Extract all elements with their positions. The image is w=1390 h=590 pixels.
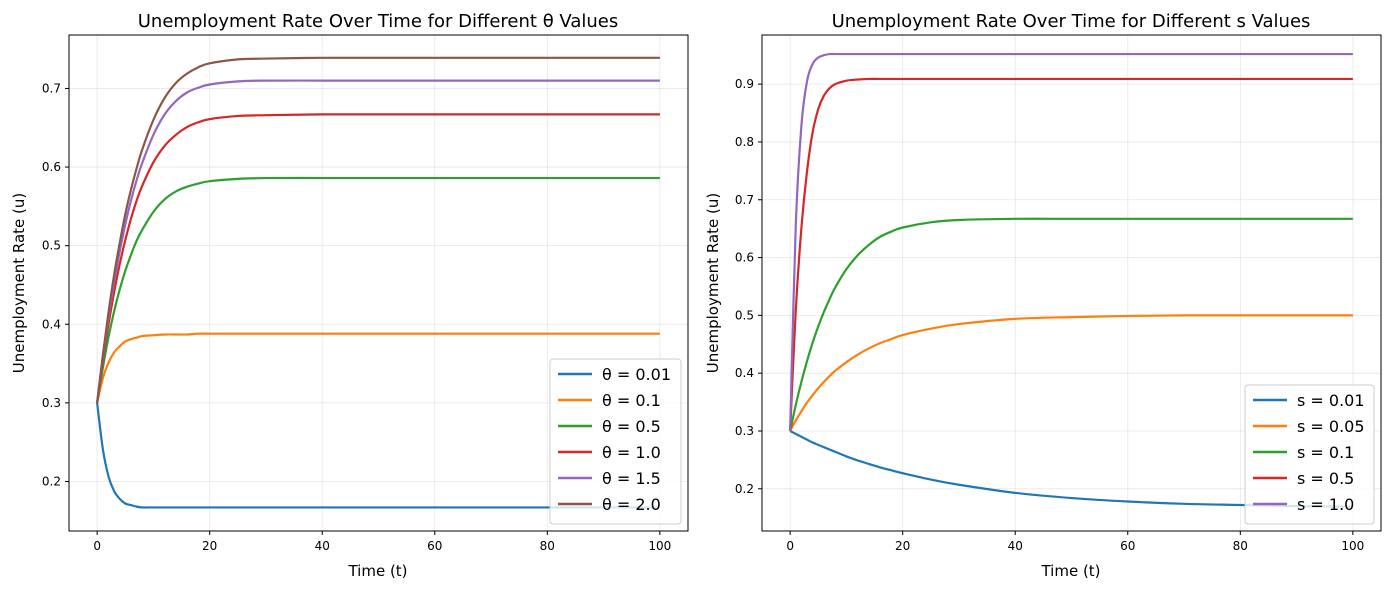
chart-theta: 0 20 40 60 80 100 0.2 0.3 0.4 0.5 0.6 0.7 Unemploy… — [10, 11, 689, 580]
y-tick-label: 0.7 — [735, 193, 754, 207]
series-line-theta-0 — [96, 402, 660, 509]
series-line-s-2 — [789, 217, 1353, 432]
legend-label: s = 0.01 — [1297, 391, 1365, 410]
legend-label: s = 0.5 — [1297, 469, 1354, 488]
x-axis-label-s: Time (t) — [1040, 562, 1100, 580]
chart-title-s: Unemployment Rate Over Time for Differen… — [832, 11, 1311, 32]
series-line-s-3 — [789, 77, 1353, 432]
legend-label: s = 1.0 — [1297, 495, 1354, 514]
series-line-theta-5 — [96, 56, 660, 403]
x-axis-label-theta: Time (t) — [347, 562, 407, 580]
y-tick-label: 0.2 — [42, 474, 61, 488]
series-line-s-1 — [789, 314, 1353, 432]
plot-frame-s — [761, 34, 1382, 532]
y-axis-label-s: Unemployment Rate (u) — [704, 193, 722, 373]
x-tick-label: 40 — [315, 539, 330, 553]
legend-label: θ = 0.01 — [602, 365, 671, 384]
chart-s: 0 20 40 60 80 100 0.2 0.3 0.4 0.5 0.6 0.7 0.8 0.9 Un… — [704, 11, 1382, 580]
series-line-theta-1 — [96, 332, 660, 404]
x-tick-label: 20 — [895, 539, 910, 553]
legend-s: s = 0.01 s = 0.05 s = 0.1 s = 0.5 s = 1.0 — [1244, 384, 1375, 525]
y-tick-label: 0.3 — [735, 424, 754, 438]
x-tick-label: 80 — [1233, 539, 1248, 553]
y-tick-label: 0.4 — [735, 366, 754, 380]
y-tick-label: 0.3 — [42, 396, 61, 410]
legend-label: θ = 1.5 — [602, 469, 661, 488]
series-line-theta-2 — [96, 176, 660, 404]
x-tick-label: 0 — [93, 539, 101, 553]
grid-s — [762, 35, 1381, 531]
x-ticks-s: 0 20 40 60 80 100 — [786, 531, 1364, 553]
legend-label: θ = 1.0 — [602, 443, 661, 462]
legend-theta: θ = 0.01 θ = 0.1 θ = 0.5 θ = 1.0 θ = 1.5 θ = … — [549, 358, 682, 525]
y-tick-label: 0.4 — [42, 317, 61, 331]
legend-label: θ = 0.5 — [602, 417, 661, 436]
series-line-theta-4 — [96, 79, 660, 404]
y-tick-label: 0.2 — [735, 482, 754, 496]
series-group-theta — [96, 56, 660, 509]
x-tick-label: 100 — [648, 539, 671, 553]
chart-title-theta: Unemployment Rate Over Time for Differen… — [138, 11, 618, 32]
x-ticks-theta: 0 20 40 60 80 100 — [93, 531, 671, 553]
series-line-s-0 — [789, 430, 1353, 508]
x-tick-label: 80 — [540, 539, 555, 553]
y-tick-label: 0.9 — [735, 77, 754, 91]
series-group-s — [789, 52, 1353, 508]
plot-frame-theta — [68, 34, 689, 532]
x-tick-label: 20 — [202, 539, 217, 553]
y-tick-label: 0.5 — [42, 239, 61, 253]
y-tick-label: 0.6 — [735, 251, 754, 265]
y-ticks-s: 0.2 0.3 0.4 0.5 0.6 0.7 0.8 0.9 — [735, 77, 762, 496]
legend-label: θ = 0.1 — [602, 391, 661, 410]
x-tick-label: 40 — [1008, 539, 1023, 553]
x-tick-label: 60 — [1120, 539, 1135, 553]
y-tick-label: 0.5 — [735, 308, 754, 322]
legend-label: s = 0.1 — [1297, 443, 1354, 462]
x-tick-label: 60 — [427, 539, 442, 553]
y-tick-label: 0.6 — [42, 160, 61, 174]
legend-label: θ = 2.0 — [602, 495, 661, 514]
legend-box-s — [1244, 384, 1375, 525]
legend-label: s = 0.05 — [1297, 417, 1365, 436]
y-ticks-theta: 0.2 0.3 0.4 0.5 0.6 0.7 — [42, 81, 69, 488]
series-line-s-4 — [789, 52, 1353, 432]
y-tick-label: 0.7 — [42, 81, 61, 95]
x-tick-label: 100 — [1341, 539, 1364, 553]
y-tick-label: 0.8 — [735, 135, 754, 149]
y-axis-label-theta: Unemployment Rate (u) — [10, 193, 28, 373]
x-tick-label: 0 — [786, 539, 794, 553]
series-line-theta-3 — [96, 113, 660, 404]
